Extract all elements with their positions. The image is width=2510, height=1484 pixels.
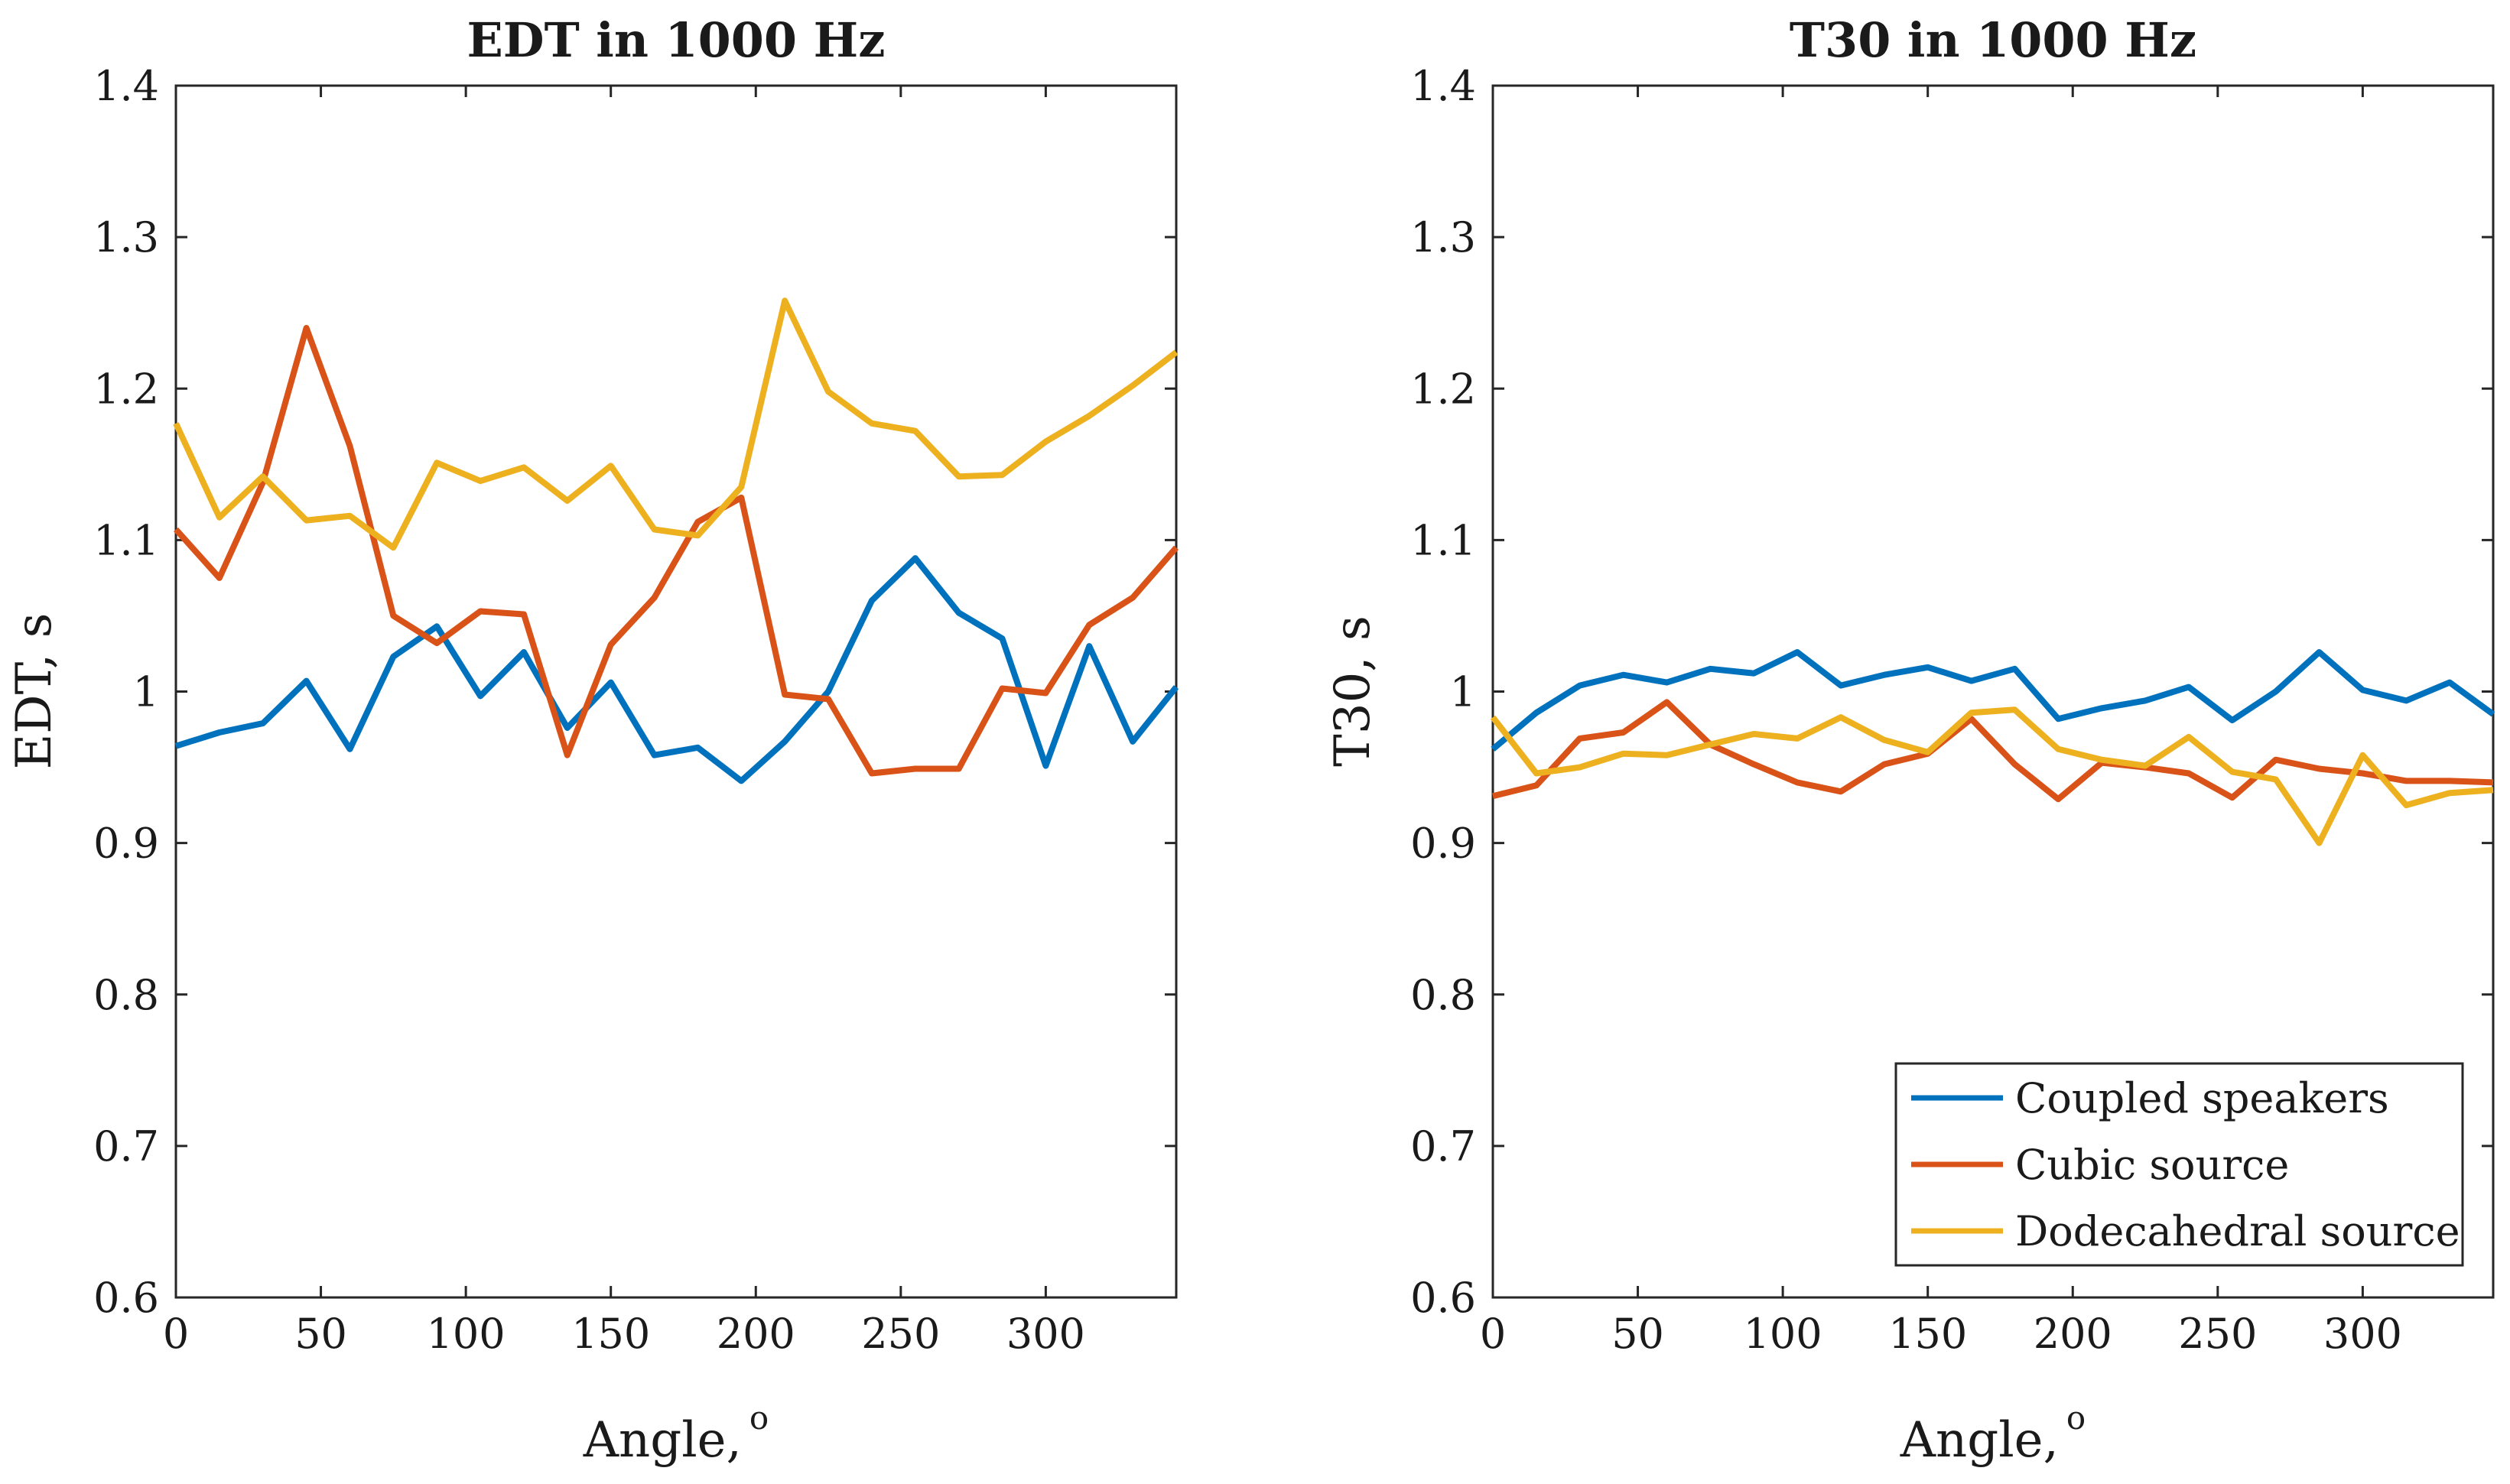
x-tick-label: 250 [861,1310,940,1358]
legend: Coupled speakers Cubic source Dodecahedr… [1894,1062,2464,1267]
axis-ticks: 0 50 100 150 200 250 300 0.6 0.7 0.8 0.9 1 1.1 1.2 1.3… [1410,62,2493,1358]
series-line-cubic-source [1492,699,2494,803]
series-line-dodecahedral-source [173,297,1179,551]
y-tick-label: 0.7 [1410,1122,1476,1171]
y-tick-label: 1.1 [93,516,159,564]
x-tick-label: 0 [163,1310,189,1358]
legend-label-coupled-speakers: Coupled speakers [2015,1074,2389,1122]
series-line-dodecahedral-source [1490,706,2494,846]
y-tick-label: 1.3 [1410,213,1476,261]
y-tick-label: 1.1 [1410,516,1476,564]
y-tick-label: 0.9 [1410,820,1476,868]
y-axis-label: T30, s [1325,615,1381,767]
x-tick-label: 0 [1480,1310,1506,1358]
edt-chart: EDT in 1000 Hz 0 50 100 150 200 250 3000.60.70… [6,12,1179,1469]
y-tick-label: 0.6 [1410,1274,1476,1322]
series-lines [1490,649,2495,846]
x-tick-label: 200 [2034,1310,2112,1358]
x-axis-label: Angle, o [583,1399,769,1469]
legend-label-cubic-source: Cubic source [2015,1141,2289,1189]
x-tick-label: 50 [1611,1310,1664,1358]
t30-chart: T30 in 1000 Hz 0 50 100 150 200 250 3000.60.70… [1325,12,2495,1469]
y-axis-label: EDT, s [6,613,63,770]
x-tick-label: 50 [294,1310,347,1358]
x-tick-label: 100 [427,1310,506,1358]
series-lines [173,297,1179,784]
x-tick-label: 300 [2323,1310,2402,1358]
x-tick-label: 150 [1888,1310,1967,1358]
x-tick-label: 100 [1744,1310,1822,1358]
y-tick-label: 1 [133,668,159,716]
y-tick-label: 1.2 [93,365,159,413]
x-axis-label: Angle, o [1900,1399,2086,1469]
y-tick-label: 0.6 [93,1274,159,1322]
legend-label-dodecahedral-source: Dodecahedral source [2015,1207,2460,1255]
y-tick-label: 0.7 [93,1122,159,1171]
x-tick-label: 200 [717,1310,795,1358]
y-tick-label: 0.9 [93,820,159,868]
y-tick-label: 1.4 [93,62,159,110]
chart-title: EDT in 1000 Hz [467,12,886,68]
y-tick-label: 0.8 [93,971,159,1019]
x-tick-label: 150 [571,1310,650,1358]
series-line-cubic-source [174,325,1179,777]
y-tick-label: 1.3 [93,213,159,261]
x-tick-label: 250 [2178,1310,2257,1358]
axis-ticks: 0 50 100 150 200 250 300 0.6 0.7 0.8 0.9 1 1.1 1.2 1.3… [93,62,1176,1358]
y-tick-label: 1 [1450,668,1476,716]
series-line-coupled-speakers [174,555,1179,784]
y-tick-label: 1.2 [1410,365,1476,413]
y-tick-label: 1.4 [1410,62,1476,110]
series-line-coupled-speakers [1491,649,2495,752]
y-tick-label: 0.8 [1410,971,1476,1019]
x-tick-label: 300 [1006,1310,1085,1358]
chart-title: T30 in 1000 Hz [1790,12,2196,68]
